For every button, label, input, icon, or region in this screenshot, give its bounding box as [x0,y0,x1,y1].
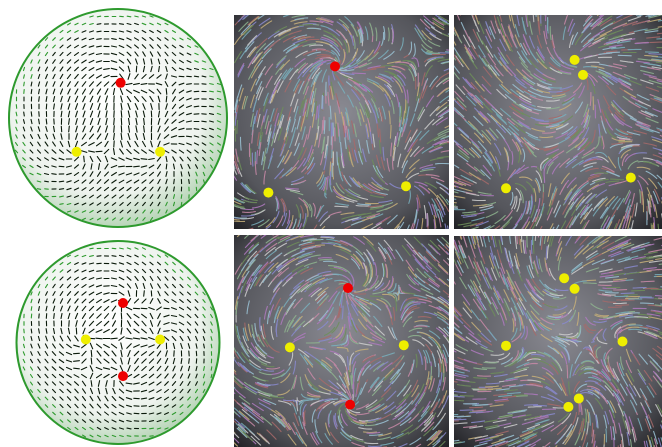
lic-top-right-svg [454,15,662,229]
sphere-bottom-sink-point-1 [118,298,128,308]
lic-top-right-source-point-4 [625,172,636,183]
lic-bottom-right-source-point-6 [573,393,584,404]
lic-top-left-panel [234,15,449,229]
lic-top-left-source-point-2 [263,187,274,198]
lic-bottom-right-source-point-4 [617,336,628,347]
lic-bottom-right-svg [454,236,662,447]
lic-bottom-right-source-point-1 [559,273,570,284]
sphere-bottom-panel [0,232,232,447]
lic-bottom-left-streaks [234,235,449,447]
sphere-top-source-point-2 [71,146,82,157]
lic-bottom-left-source-point-3 [284,342,295,353]
sphere-bottom-source-point-4 [155,334,166,345]
sphere-top-glyphs [14,15,222,221]
lic-bottom-right-streaks [454,236,662,447]
lic-bottom-left-sink-point-1 [343,283,353,293]
lic-top-right-source-point-1 [569,54,580,65]
lic-bottom-right-source-point-3 [501,340,511,351]
lic-top-left-sink-point-1 [330,61,340,72]
sphere-bottom-sphere [15,240,221,445]
sphere-top-panel [0,0,232,230]
lic-bottom-right-source-point-5 [563,401,574,412]
sphere-bottom-glyphs [22,247,213,438]
sphere-bottom-sink-point-2 [118,371,128,382]
lic-top-left-streaks [234,15,449,229]
lic-top-right-source-point-3 [501,183,511,194]
lic-top-right-streaks [454,15,662,229]
sphere-bottom-source-point-3 [80,334,91,345]
lic-top-right-panel [454,15,662,229]
lic-top-right-source-point-2 [578,69,588,80]
lic-top-left-source-point-3 [401,181,411,192]
lic-bottom-left-panel [234,235,449,447]
sphere-top-svg [8,8,228,228]
lic-bottom-left-svg [234,235,449,447]
lic-bottom-right-panel [454,236,662,447]
sphere-top-source-point-3 [155,146,166,157]
sphere-bottom-svg [15,240,221,445]
sphere-top-sphere [8,8,228,228]
lic-bottom-left-sink-point-2 [345,399,356,410]
sphere-top-sink-point-1 [115,77,126,88]
lic-bottom-right-source-point-2 [569,283,580,294]
lic-bottom-left-source-point-4 [398,340,409,351]
lic-top-left-svg [234,15,449,229]
